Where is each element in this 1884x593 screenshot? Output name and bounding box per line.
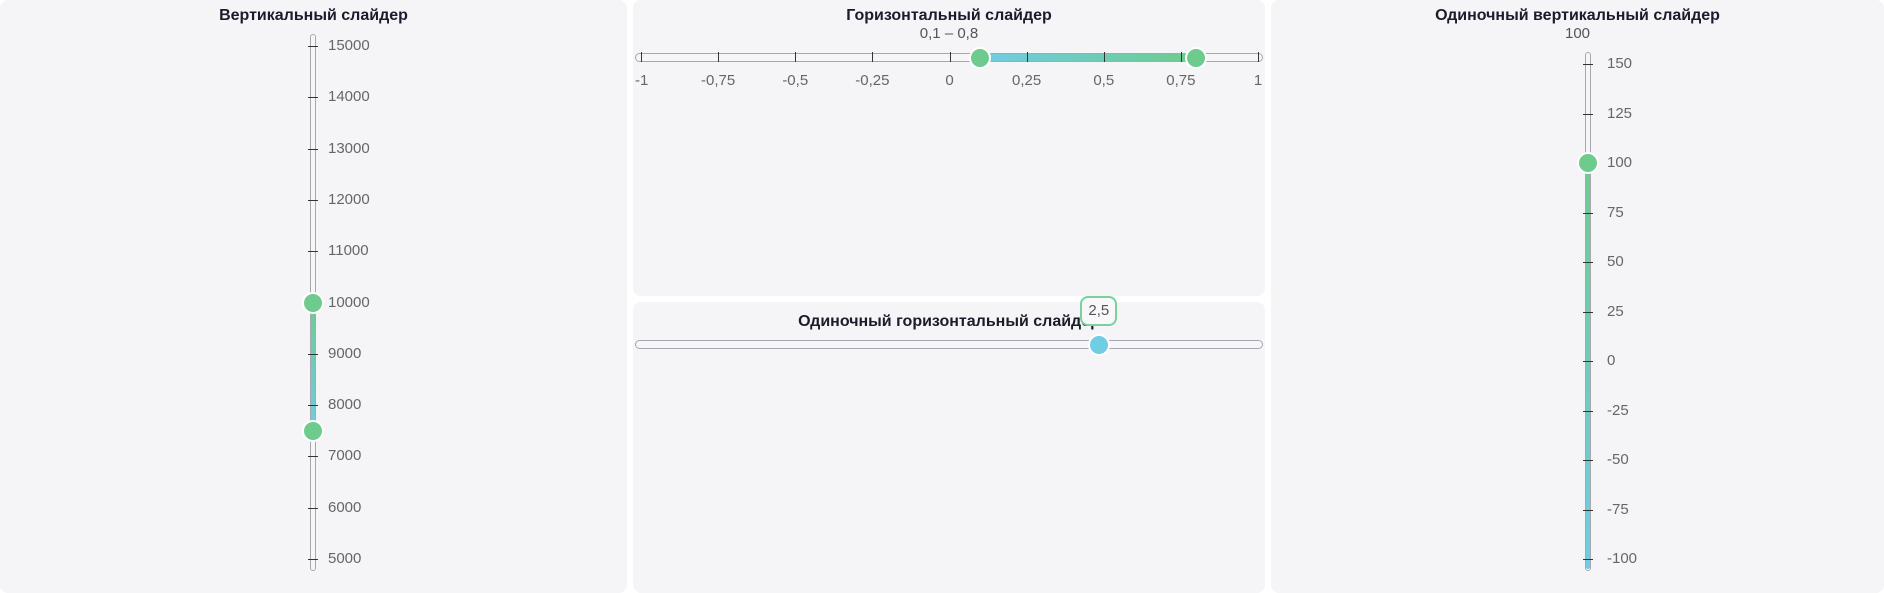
horizontal-slider-handle-low[interactable] bbox=[969, 47, 992, 69]
single-vertical-slider-tick-label: 150 bbox=[1607, 55, 1633, 72]
single-vertical-slider-tick bbox=[1583, 262, 1593, 263]
horizontal-slider-tick-label: 0,25 bbox=[1012, 72, 1042, 89]
horizontal-slider-title: Горизонтальный слайдер bbox=[846, 7, 1052, 24]
vertical-slider-tick-label: 6000 bbox=[328, 499, 362, 516]
single-horizontal-slider-handle[interactable] bbox=[1087, 334, 1110, 356]
vertical-slider-tick bbox=[308, 200, 318, 201]
vertical-slider-tick-label: 14000 bbox=[328, 88, 370, 105]
horizontal-slider-tick-label: -0,5 bbox=[782, 72, 809, 89]
horizontal-slider-tick bbox=[641, 52, 642, 62]
vertical-slider-tick-label: 11000 bbox=[328, 242, 369, 259]
single-vertical-slider-tick-label: 50 bbox=[1607, 253, 1624, 270]
single-vertical-slider-tick-label: -25 bbox=[1607, 402, 1629, 419]
horizontal-slider-tick-label: -0,25 bbox=[855, 72, 890, 89]
vertical-slider-tick-label: 9000 bbox=[328, 345, 362, 362]
horizontal-slider-tick-label: 0 bbox=[945, 72, 954, 89]
vertical-slider-tick bbox=[308, 251, 318, 252]
single-horizontal-slider-title: Одиночный горизонтальный слайдер bbox=[798, 313, 1100, 330]
single-vertical-slider-tick bbox=[1583, 213, 1593, 214]
single-vertical-slider-tick-label: 100 bbox=[1607, 154, 1633, 171]
vertical-slider-tick-label: 15000 bbox=[328, 37, 370, 54]
single-vertical-slider-tick-label: -100 bbox=[1607, 550, 1638, 567]
horizontal-slider-tick-label: -1 bbox=[635, 72, 649, 89]
vertical-slider-tick bbox=[308, 456, 318, 457]
vertical-slider-tick bbox=[308, 46, 318, 47]
single-vertical-slider-tick-label: 25 bbox=[1607, 303, 1624, 320]
single-vertical-slider-tick-label: 75 bbox=[1607, 204, 1624, 221]
single-vertical-slider-tick bbox=[1583, 361, 1593, 362]
vertical-slider-tick bbox=[308, 97, 318, 98]
single-vertical-slider-tick-label: -75 bbox=[1607, 501, 1629, 518]
vertical-slider-tick-label: 12000 bbox=[328, 191, 370, 208]
vertical-slider-tick-label: 5000 bbox=[328, 550, 362, 567]
horizontal-slider-value-text: 0,1 – 0,8 bbox=[919, 25, 979, 42]
horizontal-slider-tick bbox=[950, 52, 951, 62]
vertical-slider-handle-high[interactable] bbox=[302, 291, 324, 314]
vertical-slider-title: Вертикальный слайдер bbox=[219, 7, 408, 24]
horizontal-slider-tick-label: -0,75 bbox=[701, 72, 736, 89]
vertical-slider-tick-label: 8000 bbox=[328, 396, 362, 413]
horizontal-slider-tick-label: 0,75 bbox=[1166, 72, 1196, 89]
single-vertical-slider-tick-label: 0 bbox=[1607, 352, 1616, 369]
horizontal-slider-selected-range bbox=[980, 54, 1197, 61]
horizontal-slider-tick bbox=[872, 52, 873, 62]
vertical-slider-tick-label: 10000 bbox=[328, 294, 370, 311]
single-vertical-slider-tick bbox=[1583, 510, 1593, 511]
single-vertical-slider-value-text: 100 bbox=[1564, 25, 1591, 42]
vertical-slider-handle-low[interactable] bbox=[302, 419, 324, 442]
horizontal-slider-tick bbox=[1181, 52, 1182, 62]
horizontal-slider-tick bbox=[718, 52, 719, 62]
horizontal-slider-handle-high[interactable] bbox=[1185, 47, 1208, 69]
vertical-slider-tick bbox=[308, 405, 318, 406]
vertical-slider-tick bbox=[308, 354, 318, 355]
single-vertical-slider-tick bbox=[1583, 460, 1593, 461]
single-vertical-slider-panel: Одиночный вертикальный слайдер 100 -100 -… bbox=[1271, 0, 1884, 593]
vertical-slider-selected-range bbox=[311, 302, 315, 431]
single-vertical-slider-tick bbox=[1583, 559, 1593, 560]
single-vertical-slider-tick bbox=[1583, 64, 1593, 65]
vertical-slider-tick bbox=[308, 559, 318, 560]
vertical-slider-tick bbox=[308, 508, 318, 509]
vertical-slider-tick-label: 13000 bbox=[328, 140, 370, 157]
single-vertical-slider-title: Одиночный вертикальный слайдер bbox=[1435, 7, 1720, 24]
vertical-slider-tick bbox=[308, 149, 318, 150]
single-vertical-slider-tick bbox=[1583, 114, 1593, 115]
horizontal-slider-tick bbox=[795, 52, 796, 62]
vertical-slider-panel: Вертикальный слайдер 5000 6000 7000 8000 900… bbox=[0, 0, 627, 593]
horizontal-slider-tick bbox=[1027, 52, 1028, 62]
single-vertical-slider-tick bbox=[1583, 411, 1593, 412]
single-vertical-slider-handle[interactable] bbox=[1577, 152, 1599, 174]
horizontal-slider-tick bbox=[1258, 52, 1259, 62]
horizontal-slider-tick-label: 0,5 bbox=[1093, 72, 1115, 89]
horizontal-slider-tick-label: 1 bbox=[1253, 72, 1263, 89]
single-horizontal-slider-tooltip: 2,5 bbox=[1080, 296, 1118, 326]
horizontal-slider-track[interactable] bbox=[635, 53, 1263, 62]
horizontal-slider-panel: Горизонтальный слайдер 0,1 – 0,8 -1 -0,75… bbox=[633, 0, 1265, 296]
horizontal-slider-tick bbox=[1104, 52, 1105, 62]
single-horizontal-slider-track[interactable] bbox=[635, 340, 1263, 349]
single-horizontal-slider-panel: Одиночный горизонтальный слайдер 2,5 bbox=[633, 296, 1265, 593]
single-vertical-slider-tick-label: -50 bbox=[1607, 451, 1629, 468]
single-vertical-slider-tick bbox=[1583, 312, 1593, 313]
single-vertical-slider-tick-label: 125 bbox=[1607, 105, 1633, 122]
single-vertical-slider-selected-range bbox=[1586, 163, 1590, 569]
vertical-slider-tick-label: 7000 bbox=[328, 447, 362, 464]
